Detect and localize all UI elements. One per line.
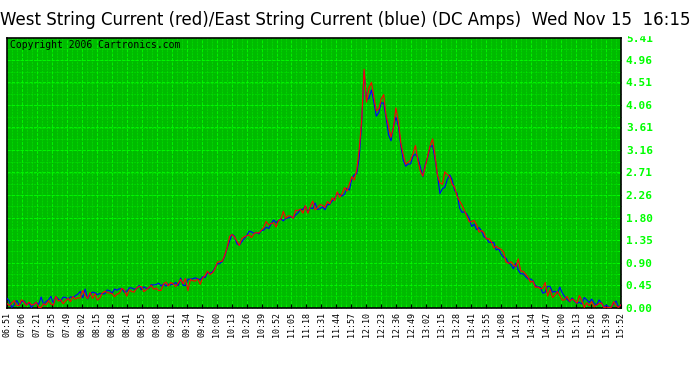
Text: Copyright 2006 Cartronics.com: Copyright 2006 Cartronics.com	[10, 40, 180, 50]
Text: West String Current (red)/East String Current (blue) (DC Amps)  Wed Nov 15  16:1: West String Current (red)/East String Cu…	[0, 11, 690, 29]
